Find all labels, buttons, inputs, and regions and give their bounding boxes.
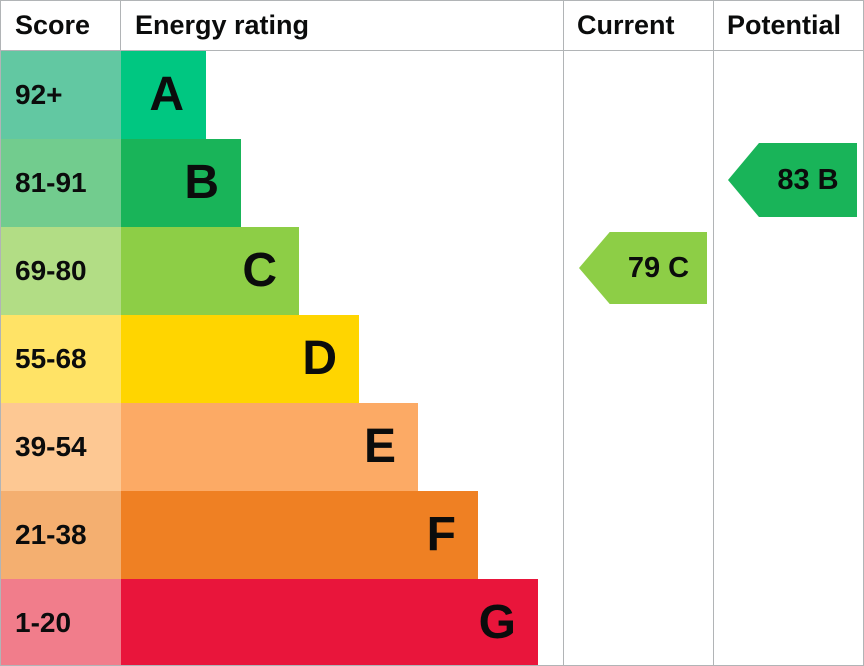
- band-letter-b: B: [184, 156, 219, 209]
- band-score-range-a: 92+: [1, 51, 121, 139]
- band-bar-g: G: [121, 579, 538, 665]
- header-current: Current: [577, 10, 675, 40]
- band-score-range-e: 39-54: [1, 403, 121, 491]
- band-bar-e: E: [121, 403, 418, 491]
- header-potential: Potential: [727, 10, 842, 40]
- header-energy-rating: Energy rating: [135, 10, 310, 40]
- band-row-d: 55-68 D: [1, 315, 863, 403]
- band-bar-c: C: [121, 227, 299, 315]
- divider-potential-column: [713, 1, 714, 665]
- band-row-a: 92+ A: [1, 51, 863, 139]
- current-rating-arrow: 79 C: [579, 232, 707, 304]
- band-letter-g: G: [478, 596, 516, 649]
- band-rows: 92+ A 81-91 B 69-80 C 55-68 D 39-54: [1, 51, 863, 665]
- divider-current-column: [563, 1, 564, 665]
- band-row-g: 1-20 G: [1, 579, 863, 665]
- band-score-range-c: 69-80: [1, 227, 121, 315]
- band-score-range-f: 21-38: [1, 491, 121, 579]
- band-score-range-d: 55-68: [1, 315, 121, 403]
- potential-rating-arrow: 83 B: [728, 143, 857, 217]
- band-score-range-g: 1-20: [1, 579, 121, 665]
- band-letter-f: F: [426, 508, 456, 561]
- header-score: Score: [15, 10, 91, 40]
- potential-rating-label: 83 B: [777, 163, 839, 196]
- band-bar-d: D: [121, 315, 359, 403]
- divider-score-column: [120, 1, 121, 50]
- band-bar-b: B: [121, 139, 241, 227]
- band-bar-f: F: [121, 491, 478, 579]
- band-row-b: 81-91 B: [1, 139, 863, 227]
- band-row-c: 69-80 C: [1, 227, 863, 315]
- band-letter-d: D: [302, 332, 337, 385]
- band-row-e: 39-54 E: [1, 403, 863, 491]
- band-row-f: 21-38 F: [1, 491, 863, 579]
- current-rating-label: 79 C: [627, 251, 690, 284]
- band-letter-a: A: [149, 68, 184, 121]
- band-bar-a: A: [121, 51, 206, 139]
- header-underline: [1, 50, 863, 51]
- band-letter-c: C: [242, 244, 277, 297]
- band-score-range-b: 81-91: [1, 139, 121, 227]
- band-letter-e: E: [363, 420, 396, 473]
